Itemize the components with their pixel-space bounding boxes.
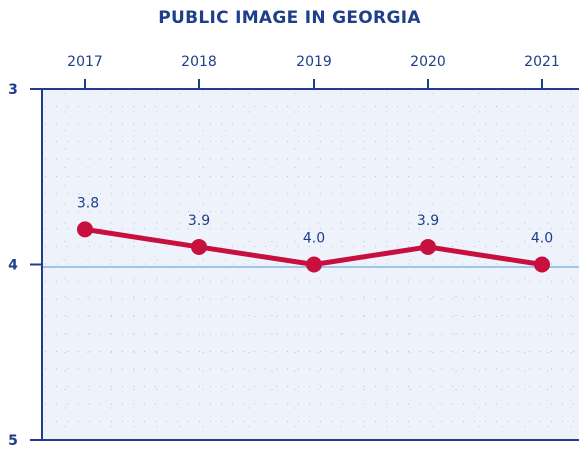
data-point (191, 238, 207, 255)
data-label: 4.0 (531, 231, 553, 247)
data-points (77, 221, 550, 273)
data-labels: 3.8 3.9 4.0 3.9 4.0 (77, 195, 553, 246)
data-label: 3.9 (417, 213, 439, 229)
data-label: 3.8 (77, 195, 99, 211)
data-label: 3.9 (188, 213, 210, 229)
data-point (420, 238, 436, 255)
y-axis-ticks: 3 4 5 (8, 82, 42, 449)
grid-lines (45, 93, 579, 438)
x-tick-label: 2017 (67, 54, 103, 70)
chart-title: PUBLIC IMAGE IN GEORGIA (158, 8, 421, 28)
x-tick-label: 2020 (410, 54, 446, 70)
x-tick-label: 2018 (181, 54, 217, 70)
y-tick-label: 5 (8, 433, 18, 449)
data-point (77, 221, 93, 238)
data-point (534, 256, 550, 273)
x-tick-label: 2019 (296, 54, 332, 70)
x-axis-ticks: 2017 2018 2019 2020 2021 (67, 54, 560, 89)
data-point (306, 256, 322, 273)
x-tick-label: 2021 (524, 54, 560, 70)
y-tick-label: 3 (8, 82, 18, 98)
data-label: 4.0 (303, 231, 325, 247)
y-tick-label: 4 (8, 258, 18, 274)
